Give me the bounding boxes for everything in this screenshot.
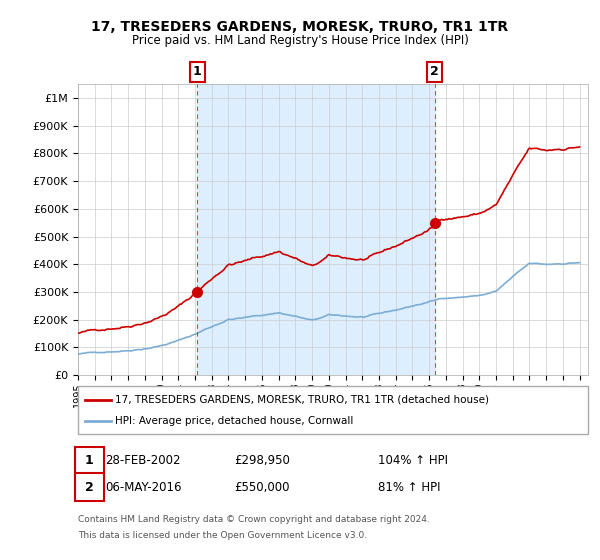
Text: This data is licensed under the Open Government Licence v3.0.: This data is licensed under the Open Gov… — [78, 531, 367, 540]
Text: 2: 2 — [85, 480, 94, 494]
Text: 1: 1 — [85, 454, 94, 468]
Text: 28-FEB-2002: 28-FEB-2002 — [105, 454, 181, 468]
Text: £298,950: £298,950 — [234, 454, 290, 468]
Text: Contains HM Land Registry data © Crown copyright and database right 2024.: Contains HM Land Registry data © Crown c… — [78, 515, 430, 524]
Text: 1: 1 — [193, 66, 202, 78]
Text: 17, TRESEDERS GARDENS, MORESK, TRURO, TR1 1TR: 17, TRESEDERS GARDENS, MORESK, TRURO, TR… — [91, 20, 509, 34]
Text: 104% ↑ HPI: 104% ↑ HPI — [378, 454, 448, 468]
Text: 2: 2 — [430, 66, 439, 78]
Text: Price paid vs. HM Land Registry's House Price Index (HPI): Price paid vs. HM Land Registry's House … — [131, 34, 469, 46]
Text: £550,000: £550,000 — [234, 480, 290, 494]
Text: HPI: Average price, detached house, Cornwall: HPI: Average price, detached house, Corn… — [115, 416, 353, 426]
Text: 81% ↑ HPI: 81% ↑ HPI — [378, 480, 440, 494]
Text: 06-MAY-2016: 06-MAY-2016 — [105, 480, 182, 494]
Bar — [197, 84, 435, 375]
Text: 17, TRESEDERS GARDENS, MORESK, TRURO, TR1 1TR (detached house): 17, TRESEDERS GARDENS, MORESK, TRURO, TR… — [115, 395, 489, 405]
